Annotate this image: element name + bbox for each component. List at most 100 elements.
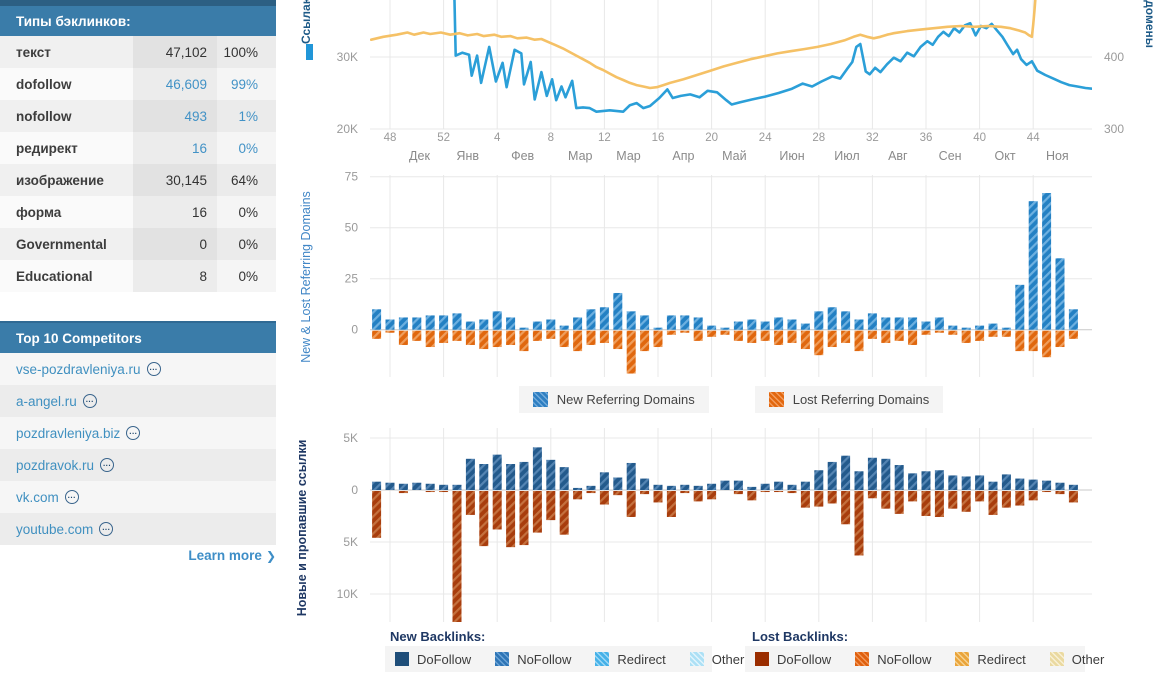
more-info-icon[interactable]: ... xyxy=(82,394,97,408)
new-backlinks-bar xyxy=(894,465,904,490)
new-referring-domains-bar xyxy=(707,325,717,330)
legend-swatch xyxy=(595,652,610,666)
lost-backlinks-bar xyxy=(559,491,569,535)
new-backlinks-bar xyxy=(532,447,542,490)
lost-referring-domains-bar xyxy=(707,330,717,337)
competitor-link[interactable]: vk.com xyxy=(16,489,59,505)
legend-swatch xyxy=(1049,652,1064,666)
more-info-icon[interactable]: ... xyxy=(99,522,114,536)
svg-text:Ноя: Ноя xyxy=(1046,149,1069,163)
new-referring-domains-bar xyxy=(372,309,382,330)
new-referring-domains-bar xyxy=(1042,193,1052,330)
competitor-link[interactable]: pozdravok.ru xyxy=(16,457,95,473)
competitor-link[interactable]: youtube.com xyxy=(16,521,94,537)
new-referring-domains-bar xyxy=(961,327,971,330)
backlink-type-percent[interactable]: 0% xyxy=(238,140,258,156)
backlink-type-label: Educational xyxy=(16,268,93,284)
more-info-icon[interactable]: ... xyxy=(100,458,115,472)
new-backlinks-bar xyxy=(1068,484,1078,490)
lost-backlinks-bar xyxy=(908,491,918,502)
lost-backlinks-bar xyxy=(854,491,864,556)
new-backlinks-bar xyxy=(693,485,703,490)
lost-backlinks-bar xyxy=(707,491,717,500)
new-lost-referring-domains-chart: 75 50 25 0 New & Lost Referring Domains xyxy=(299,170,1092,377)
charts-area: 30K 20K 400 300 48 52 4 8 12 16 20 24 28 32 36 40 44 Дек Я… xyxy=(290,0,1159,688)
svg-text:20: 20 xyxy=(705,132,718,144)
new-backlinks-bar xyxy=(626,462,636,490)
new-referring-domains-bar xyxy=(774,317,784,330)
new-referring-domains-bar xyxy=(680,315,690,330)
lost-referring-domains-bar xyxy=(747,330,757,343)
right-axis-label-fragment: домены xyxy=(1143,0,1157,48)
lost-backlinks-bar xyxy=(666,491,676,517)
lost-backlinks-bar xyxy=(948,491,958,509)
new-referring-domains-bar xyxy=(613,292,623,330)
legend-label: DoFollow xyxy=(777,651,832,667)
more-info-icon[interactable]: ... xyxy=(146,362,161,376)
more-info-icon[interactable]: ... xyxy=(126,426,141,440)
svg-text:Июн: Июн xyxy=(779,149,804,163)
new-referring-domains-bar xyxy=(586,309,596,330)
lost-backlinks-legend-title: Lost Backlinks: xyxy=(752,629,849,644)
svg-text:52: 52 xyxy=(437,132,450,144)
learn-more-link[interactable]: Learn more ❯ xyxy=(188,548,276,563)
competitor-link[interactable]: a-angel.ru xyxy=(16,393,77,409)
new-backlinks-bar xyxy=(720,480,730,490)
lost-backlinks-bar xyxy=(921,491,931,516)
lost-referring-domains-bar xyxy=(814,330,824,356)
new-backlinks-bar xyxy=(948,475,958,490)
lost-referring-domains-bar xyxy=(425,330,435,348)
new-backlinks-bar xyxy=(653,484,663,490)
lost-referring-domains-bar xyxy=(519,330,529,352)
backlink-type-percent[interactable]: 99% xyxy=(230,76,258,92)
bot-chart-grid xyxy=(370,428,1092,622)
lost-referring-domains-bar xyxy=(827,330,837,348)
legend-redirect-new: Redirect xyxy=(595,652,666,667)
backlink-type-percent[interactable]: 1% xyxy=(238,108,258,124)
new-backlinks-bar xyxy=(934,470,944,490)
new-backlinks-bar xyxy=(546,459,556,490)
svg-text:48: 48 xyxy=(384,132,397,144)
svg-text:28: 28 xyxy=(812,132,825,144)
lost-backlinks-bar xyxy=(425,491,435,493)
legend-swatch xyxy=(755,652,769,666)
new-backlinks-bar xyxy=(1001,474,1011,490)
backlink-type-label: текст xyxy=(16,44,51,60)
backlink-types-table: текст 47,102 100% dofollow 46,609 99% nofollow… xyxy=(0,36,276,292)
lost-referring-domains-bar xyxy=(1055,330,1065,348)
backlink-type-value[interactable]: 46,609 xyxy=(133,68,217,100)
lost-backlinks-bar xyxy=(599,491,609,505)
lost-referring-domains-bar xyxy=(586,330,596,345)
competitor-link[interactable]: pozdravleniya.biz xyxy=(16,425,121,441)
backlink-type-label: редирект xyxy=(16,140,78,156)
new-referring-domains-bar xyxy=(1001,327,1011,330)
lost-referring-domains-bar xyxy=(841,330,851,343)
legend-redirect-lost: Redirect xyxy=(955,652,1026,667)
new-backlinks-bar xyxy=(975,475,985,490)
lost-backlinks-bar xyxy=(814,491,824,507)
lost-referring-domains-bar xyxy=(613,330,623,350)
lost-referring-domains-bar xyxy=(573,330,583,352)
lost-referring-domains-bar xyxy=(693,330,703,341)
more-info-icon[interactable]: ... xyxy=(64,490,79,504)
new-referring-domains-bar xyxy=(733,321,743,330)
legend-label: DoFollow xyxy=(417,651,472,667)
competitors-panel: Top 10 Competitors vse-pozdravleniya.ru.… xyxy=(0,321,276,545)
backlink-type-value[interactable]: 16 xyxy=(133,132,217,164)
new-backlinks-bar xyxy=(1028,479,1038,490)
referring-domains-line xyxy=(370,0,1037,90)
backlink-type-value[interactable]: 493 xyxy=(133,100,217,132)
referring-domains-legend: New Referring Domains Lost Referring Dom… xyxy=(370,386,1092,413)
lost-backlinks-bar xyxy=(1001,491,1011,508)
competitor-link[interactable]: vse-pozdravleniya.ru xyxy=(16,361,141,377)
new-backlinks-bar xyxy=(599,472,609,490)
lost-backlinks-bar xyxy=(680,491,690,494)
legend-label: Lost Referring Domains xyxy=(792,392,930,407)
competitor-row: pozdravok.ru... xyxy=(0,449,276,481)
new-backlinks-bar xyxy=(506,464,516,490)
lost-backlinks-bar xyxy=(961,491,971,512)
new-backlinks-bar xyxy=(613,477,623,490)
backlink-type-percent: 100% xyxy=(223,44,258,60)
svg-text:Май: Май xyxy=(722,149,747,163)
